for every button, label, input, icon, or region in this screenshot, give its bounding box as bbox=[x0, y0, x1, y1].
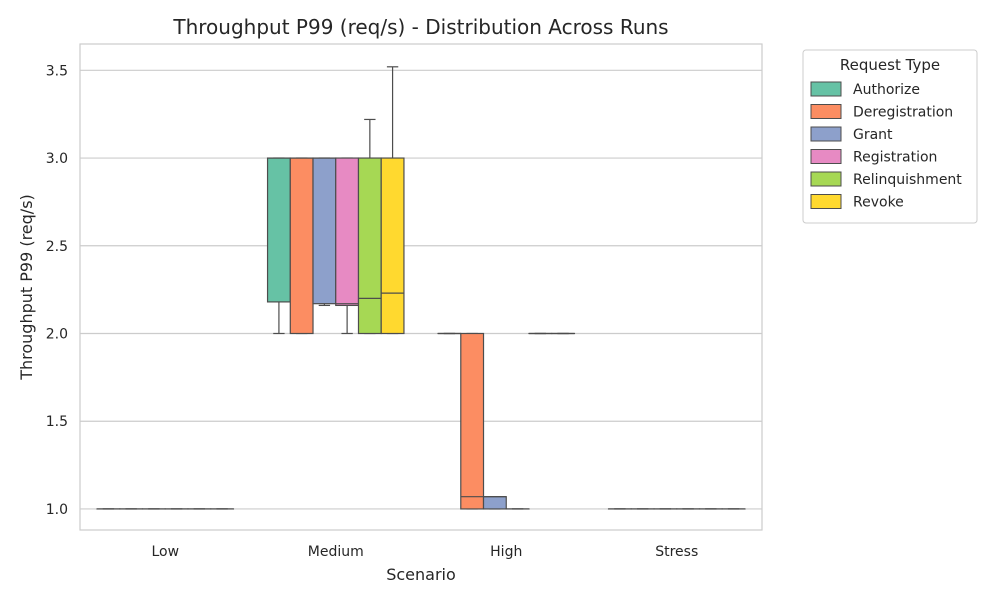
legend-swatch bbox=[810, 126, 842, 142]
box-body bbox=[266, 157, 291, 303]
legend-frame bbox=[802, 49, 978, 224]
plot-area-frame bbox=[79, 43, 763, 531]
legend-label: Authorize bbox=[853, 82, 920, 98]
box-body bbox=[312, 157, 337, 305]
legend: Request Type Authorize Deregistration Gran… bbox=[802, 49, 978, 224]
box-body bbox=[335, 157, 360, 307]
x-axis-label: Scenario bbox=[386, 565, 456, 584]
legend-label: Deregistration bbox=[853, 105, 953, 121]
legend-title: Request Type bbox=[840, 56, 940, 74]
legend-label: Grant bbox=[853, 127, 893, 143]
box-body bbox=[460, 332, 485, 510]
legend-items: Authorize Deregistration Grant Registration… bbox=[810, 81, 962, 211]
legend-item-revoke: Revoke bbox=[810, 194, 904, 211]
x-tick-label: High bbox=[490, 544, 522, 560]
legend-item-registration: Registration bbox=[810, 149, 937, 166]
box-grant-medium bbox=[312, 157, 337, 307]
x-tick-label: Stress bbox=[655, 544, 698, 560]
box-body bbox=[482, 496, 507, 510]
legend-item-relinquishment: Relinquishment bbox=[810, 171, 962, 188]
chart-title: Throughput P99 (req/s) - Distribution Ac… bbox=[172, 15, 668, 39]
box-plots bbox=[96, 66, 746, 510]
legend-swatch bbox=[810, 194, 842, 209]
box-grant-high bbox=[482, 496, 507, 510]
box-revoke-medium bbox=[380, 66, 405, 335]
box-body bbox=[380, 157, 405, 335]
x-tick-label: Low bbox=[151, 544, 179, 560]
y-tick-label: 3.0 bbox=[46, 151, 68, 167]
legend-swatch bbox=[810, 149, 842, 164]
x-tick-label: Medium bbox=[308, 544, 364, 560]
legend-item-deregistration: Deregistration bbox=[810, 104, 953, 121]
legend-swatch bbox=[810, 171, 842, 187]
box-body bbox=[289, 157, 314, 335]
y-tick-label: 2.5 bbox=[46, 239, 68, 255]
y-axis-label: Throughput P99 (req/s) bbox=[17, 194, 36, 381]
y-tick-label: 2.0 bbox=[46, 326, 68, 342]
legend-item-grant: Grant bbox=[810, 126, 893, 143]
y-tick-label: 1.5 bbox=[46, 414, 68, 430]
box-deregistration-high bbox=[460, 332, 485, 510]
y-tick-label: 3.5 bbox=[46, 63, 68, 79]
box-body bbox=[357, 157, 382, 335]
legend-label: Relinquishment bbox=[853, 172, 962, 188]
axis-ticks: 1.0 1.5 2.0 2.5 3.0 3.5 Low Medium High Stress bbox=[46, 63, 699, 560]
legend-label: Revoke bbox=[853, 195, 904, 211]
y-tick-label: 1.0 bbox=[46, 502, 68, 518]
box-deregistration-medium bbox=[289, 157, 314, 335]
legend-item-authorize: Authorize bbox=[810, 81, 920, 98]
legend-swatch bbox=[810, 81, 842, 97]
legend-label: Registration bbox=[853, 150, 937, 166]
legend-swatch bbox=[810, 104, 842, 119]
